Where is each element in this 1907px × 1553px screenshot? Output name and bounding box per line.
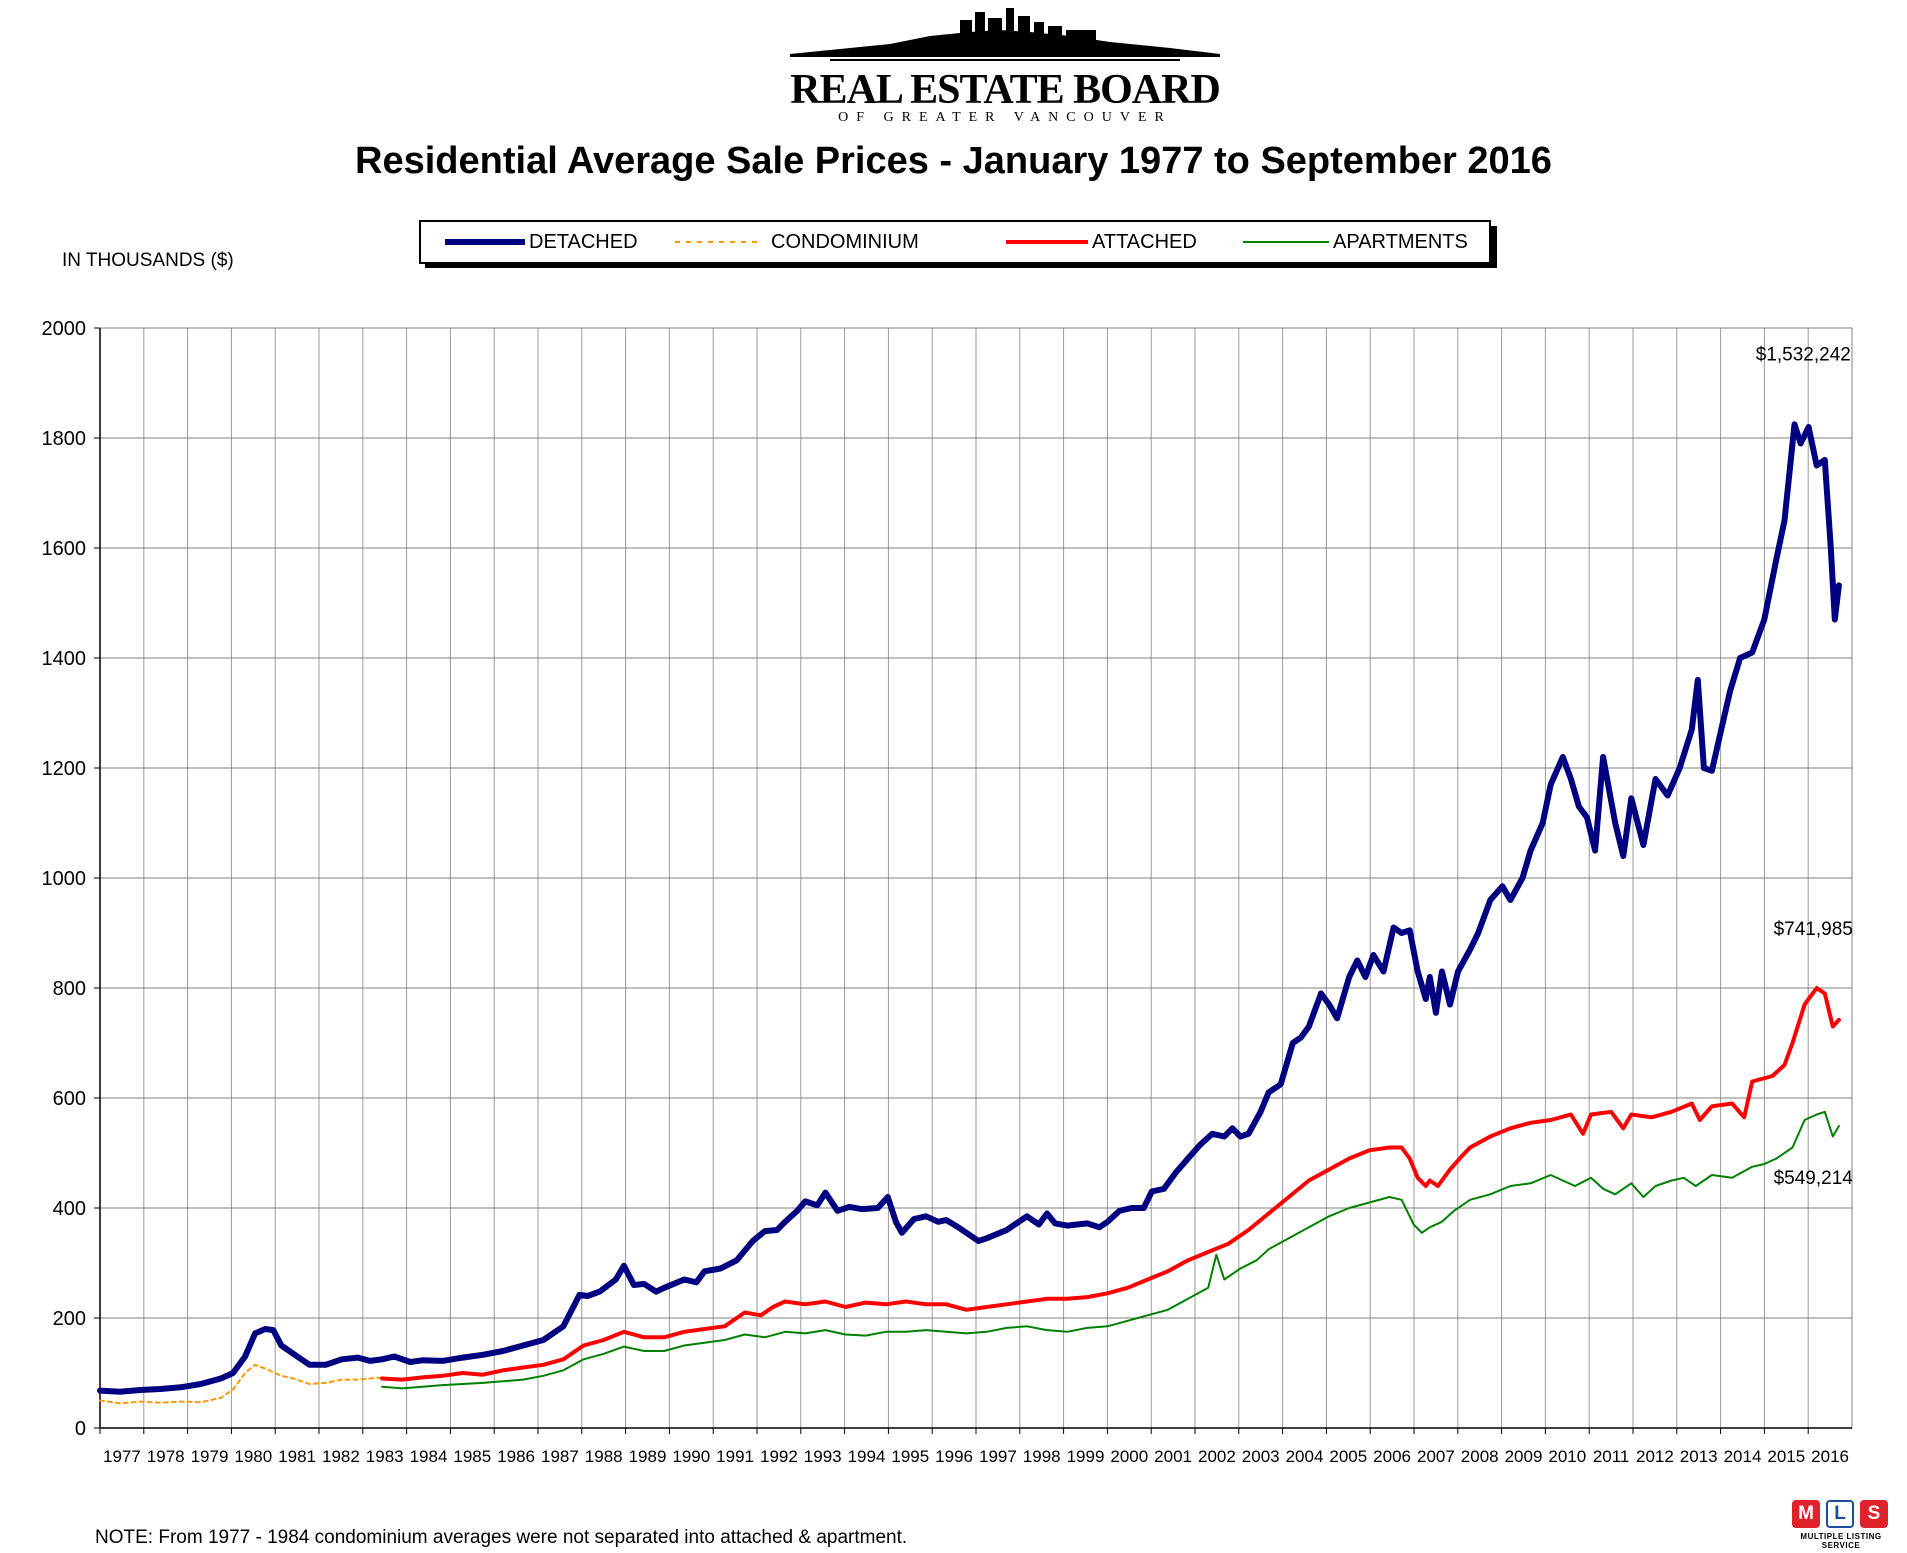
y-tick-label: 1200 — [42, 758, 87, 780]
x-tick-label: 1986 — [497, 1447, 535, 1466]
line-chart: 0 200 400 600 800 1000 1200 1400 1600 1800 2000 19… — [42, 318, 1854, 1466]
x-tick-label: 2009 — [1505, 1447, 1543, 1466]
x-tick-label: 2000 — [1110, 1447, 1148, 1466]
footnote: NOTE: From 1977 - 1984 condominium avera… — [95, 1527, 908, 1548]
chart-grid — [99, 327, 1853, 1429]
x-tick-label: 2010 — [1548, 1447, 1586, 1466]
x-tick-label: 1991 — [716, 1447, 754, 1466]
legend-item-detached: DETACHED — [445, 222, 638, 262]
legend-swatch-apartments — [1243, 241, 1329, 243]
x-tick-label: 2013 — [1680, 1447, 1718, 1466]
x-tick-label: 1980 — [234, 1447, 272, 1466]
mls-text: MULTIPLE LISTING SERVICE — [1800, 1532, 1882, 1550]
logo-name: REAL ESTATE BOARD — [790, 67, 1221, 113]
x-tick-label: 2015 — [1767, 1447, 1805, 1466]
legend-label-detached: DETACHED — [529, 230, 638, 253]
y-tick-label: 2000 — [42, 318, 87, 340]
annotation-apartments: $549,214 — [1774, 1168, 1854, 1189]
legend-swatch-attached — [1006, 240, 1088, 244]
x-tick-label: 1979 — [191, 1447, 229, 1466]
x-tick-label: 1988 — [585, 1447, 623, 1466]
x-tick-label: 1977 — [103, 1447, 141, 1466]
x-tick-label: 1995 — [891, 1447, 929, 1466]
y-tick-label: 1400 — [42, 648, 87, 670]
y-tick-label: 1000 — [42, 868, 87, 890]
x-tick-label: 1983 — [366, 1447, 404, 1466]
legend-label-condominium: CONDOMINIUM — [771, 230, 919, 253]
y-tick-label: 0 — [75, 1418, 86, 1440]
x-tick-label: 1985 — [453, 1447, 491, 1466]
chart-annotations: $1,532,242 $741,985 $549,214 — [1756, 344, 1854, 1189]
mls-m: M — [1792, 1500, 1820, 1528]
y-tick-label: 1800 — [42, 428, 87, 450]
legend-label-apartments: APARTMENTS — [1333, 230, 1468, 253]
mls-l: L — [1826, 1500, 1854, 1528]
x-tick-label: 2007 — [1417, 1447, 1455, 1466]
x-tick-label: 2005 — [1329, 1447, 1367, 1466]
annotation-detached: $1,532,242 — [1756, 344, 1851, 365]
logo-subtitle: OF GREATER VANCOUVER — [838, 110, 1172, 125]
x-tick-label: 2016 — [1811, 1447, 1849, 1466]
x-tick-label: 1994 — [848, 1447, 886, 1466]
x-tick-label: 1978 — [147, 1447, 185, 1466]
legend-swatch-condominium — [675, 241, 759, 243]
x-tick-label: 1993 — [804, 1447, 842, 1466]
legend-item-attached: ATTACHED — [1006, 222, 1197, 262]
series-line-detached — [97, 421, 1842, 1395]
legend-item-condominium: CONDOMINIUM — [675, 222, 919, 262]
y-tick-label: 800 — [53, 978, 86, 1000]
series-line-condominium — [99, 1363, 396, 1405]
x-tick-label: 2006 — [1373, 1447, 1411, 1466]
series-line-apartments — [381, 1110, 1840, 1390]
x-tick-label: 2012 — [1636, 1447, 1674, 1466]
legend: DETACHED CONDOMINIUM ATTACHED APARTMENTS — [419, 220, 1491, 264]
x-tick-label: 1992 — [760, 1447, 798, 1466]
y-tick-label: 600 — [53, 1088, 86, 1110]
x-tick-label: 2014 — [1724, 1447, 1762, 1466]
x-tick-label: 2008 — [1461, 1447, 1499, 1466]
chart-title: Residential Average Sale Prices - Januar… — [355, 140, 1552, 182]
y-axis: 0 200 400 600 800 1000 1200 1400 1600 1800 2000 — [42, 318, 100, 1440]
x-tick-label: 1997 — [979, 1447, 1017, 1466]
annotation-attached: $741,985 — [1774, 919, 1853, 940]
x-tick-label: 2004 — [1286, 1447, 1324, 1466]
x-tick-label: 1987 — [541, 1447, 579, 1466]
x-tick-label: 1998 — [1023, 1447, 1061, 1466]
series-line-attached — [380, 986, 1841, 1382]
x-tick-label: 1984 — [410, 1447, 448, 1466]
x-tick-label: 1990 — [672, 1447, 710, 1466]
y-tick-label: 1600 — [42, 538, 87, 560]
x-tick-label: 1989 — [629, 1447, 667, 1466]
x-axis: 1977 1978 1979 1980 1981 1982 1983 1984 1985 1986… — [99, 328, 1852, 1466]
legend-item-apartments: APARTMENTS — [1243, 222, 1468, 262]
y-tick-label: 200 — [53, 1308, 86, 1330]
y-units-label: IN THOUSANDS ($) — [62, 250, 234, 271]
legend-label-attached: ATTACHED — [1092, 230, 1197, 253]
x-tick-label: 2003 — [1242, 1447, 1280, 1466]
x-tick-label: 1981 — [278, 1447, 316, 1466]
mls-s: S — [1860, 1500, 1888, 1528]
y-tick-label: 400 — [53, 1198, 86, 1220]
x-tick-label: 1996 — [935, 1447, 973, 1466]
x-tick-label: 2001 — [1154, 1447, 1192, 1466]
reb-logo: REAL ESTATE BOARD OF GREATER VANCOUVER — [770, 6, 1240, 125]
x-tick-label: 2011 — [1593, 1447, 1630, 1466]
skyline-icon — [790, 8, 1220, 61]
x-tick-label: 2002 — [1198, 1447, 1236, 1466]
legend-swatch-detached — [445, 239, 525, 245]
mls-logo: M L S MULTIPLE LISTING SERVICE — [1788, 1500, 1894, 1550]
x-tick-label: 1999 — [1067, 1447, 1105, 1466]
x-tick-label: 1982 — [322, 1447, 360, 1466]
chart-series — [97, 421, 1842, 1405]
